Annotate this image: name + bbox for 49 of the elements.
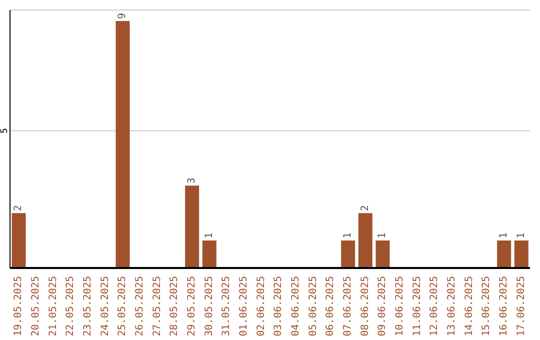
x-tick-label: 02.06.2025 <box>256 276 267 336</box>
bar <box>514 240 528 268</box>
y-tick-label: 5 <box>0 128 10 134</box>
bar <box>341 240 356 268</box>
x-tick-label: 06.06.2025 <box>325 276 336 336</box>
bar <box>12 213 26 268</box>
data-label: 2 <box>13 205 24 212</box>
x-tick-label: 31.05.2025 <box>221 276 232 336</box>
bar <box>185 186 200 268</box>
x-tick-label: 05.06.2025 <box>308 276 319 336</box>
data-label: 3 <box>186 178 198 184</box>
x-tick-label: 09.06.2025 <box>377 276 388 336</box>
data-label: 1 <box>516 232 527 239</box>
bar <box>116 20 130 268</box>
data-label: 1 <box>498 232 510 239</box>
x-tick-label: 22.05.2025 <box>65 276 76 336</box>
data-label: 1 <box>342 232 354 239</box>
bar <box>202 240 216 268</box>
x-tick-label: 23.05.2025 <box>82 276 94 336</box>
data-label: 2 <box>360 205 371 212</box>
bar <box>358 213 372 268</box>
x-tick-label: 04.06.2025 <box>290 276 302 336</box>
bar <box>497 240 512 268</box>
data-label: 1 <box>204 232 215 239</box>
x-tick-label: 12.06.2025 <box>429 276 440 336</box>
x-tick-label: 19.05.2025 <box>13 276 24 336</box>
x-tick-label: 21.05.2025 <box>48 276 59 336</box>
x-tick-label: 17.06.2025 <box>516 276 527 336</box>
x-tick-label: 13.06.2025 <box>446 276 458 336</box>
x-tick-label: 07.06.2025 <box>342 276 354 336</box>
x-tick-label: 10.06.2025 <box>394 276 406 336</box>
x-tick-label: 27.05.2025 <box>152 276 163 336</box>
x-tick-label: 24.05.2025 <box>100 276 111 336</box>
x-tick-label: 15.06.2025 <box>481 276 492 336</box>
x-tick-label: 20.05.2025 <box>30 276 42 336</box>
x-tick-label: 30.05.2025 <box>204 276 215 336</box>
data-label: 9 <box>117 12 128 19</box>
bar <box>376 240 390 268</box>
x-tick-label: 28.05.2025 <box>169 276 180 336</box>
x-tick-label: 01.06.2025 <box>238 276 250 336</box>
data-label: 1 <box>377 232 388 239</box>
x-tick-label: 25.05.2025 <box>117 276 128 336</box>
x-tick-label: 11.06.2025 <box>412 276 423 336</box>
x-tick-label: 03.06.2025 <box>273 276 284 336</box>
x-tick-label: 26.05.2025 <box>134 276 146 336</box>
x-tick-label: 16.06.2025 <box>498 276 510 336</box>
x-tick-label: 29.05.2025 <box>186 276 198 336</box>
x-tick-label: 08.06.2025 <box>360 276 371 336</box>
x-tick-label: 14.06.2025 <box>464 276 475 336</box>
